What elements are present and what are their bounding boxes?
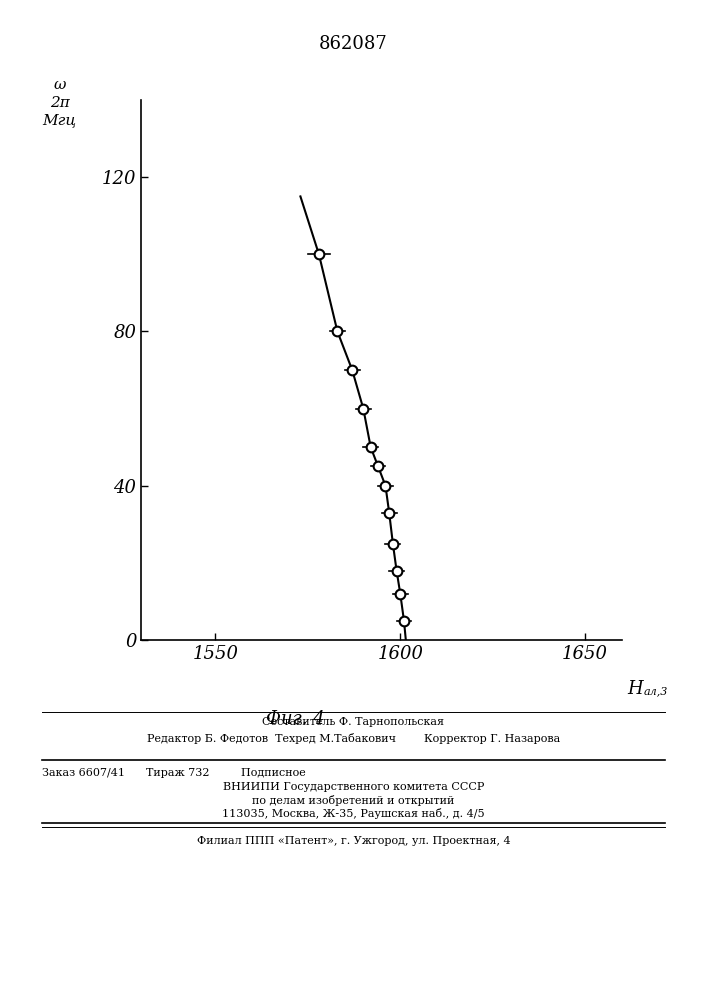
Text: Составитель Ф. Тарнопольская: Составитель Ф. Тарнопольская <box>262 717 445 727</box>
Text: Редактор Б. Федотов  Техред М.Табакович        Корректор Г. Назарова: Редактор Б. Федотов Техред М.Табакович К… <box>147 733 560 744</box>
Text: ал,3: ал,3 <box>644 686 668 696</box>
Text: по делам изобретений и открытий: по делам изобретений и открытий <box>252 795 455 806</box>
Text: ω
2π
Мгц: ω 2π Мгц <box>42 78 76 127</box>
Text: 113035, Москва, Ж-35, Раушская наб., д. 4/5: 113035, Москва, Ж-35, Раушская наб., д. … <box>222 808 485 819</box>
Text: H: H <box>627 680 643 698</box>
Text: ВНИИПИ Государственного комитета СССР: ВНИИПИ Государственного комитета СССР <box>223 782 484 792</box>
Text: Фиг. 4: Фиг. 4 <box>266 710 325 728</box>
Text: Филиал ППП «Патент», г. Ужгород, ул. Проектная, 4: Филиал ППП «Патент», г. Ужгород, ул. Про… <box>197 836 510 846</box>
Text: 862087: 862087 <box>319 35 388 53</box>
Text: Заказ 6607/41      Тираж 732         Подписное: Заказ 6607/41 Тираж 732 Подписное <box>42 768 306 778</box>
